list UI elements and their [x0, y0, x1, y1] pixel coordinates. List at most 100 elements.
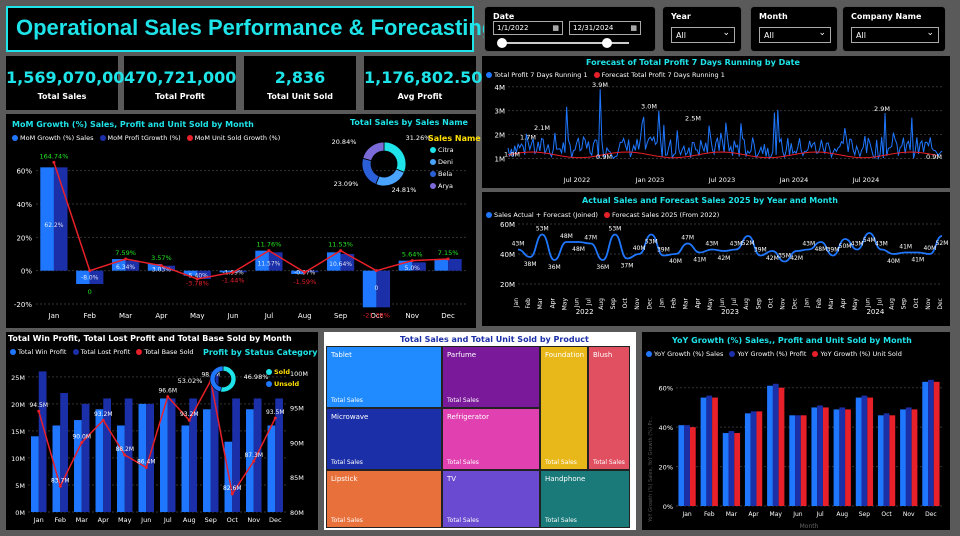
treemap-microwave[interactable]: Microwave Total Sales — [326, 408, 442, 470]
product-treemap-panel: Total Sales and Total Unit Sold by Produ… — [324, 332, 636, 530]
x-tick-label: Jul — [264, 312, 274, 320]
y2-tick-label: 90M — [290, 439, 304, 447]
treemap-parfume[interactable]: Parfume Total Sales — [442, 346, 540, 408]
treemap-handphone[interactable]: Handphone Total Sales — [540, 470, 630, 528]
data-label-secondary: -8.0% — [81, 275, 99, 282]
bar-win-profit — [203, 409, 211, 512]
value-label: 53M — [609, 226, 622, 233]
calendar-icon[interactable]: ▦ — [552, 24, 559, 32]
base-sold-line — [38, 378, 276, 496]
calendar-icon[interactable]: ▦ — [630, 24, 637, 32]
bar-lost-profit — [232, 398, 240, 512]
base-sold-point — [37, 409, 41, 413]
y-tick-label: 20M — [11, 401, 25, 409]
x-tick-label: Jul — [731, 298, 738, 307]
x-tick-label: Jul — [163, 516, 172, 524]
bar-lost-profit — [167, 398, 176, 512]
bar-yoy-2 — [689, 427, 696, 506]
unit-sold-point — [124, 257, 128, 261]
date-end-input[interactable]: 12/31/2024 ▦ — [569, 21, 641, 35]
bar-lost-profit — [38, 371, 47, 512]
value-label: 50M — [839, 243, 852, 250]
x-tick-label: Aug — [743, 298, 750, 310]
x-tick-label: Apr — [748, 511, 759, 518]
kpi-label: Avg Profit — [397, 92, 443, 101]
date-start-input[interactable]: 1/1/2022 ▦ — [493, 21, 563, 35]
value-label: 54M — [863, 237, 876, 244]
bar-win-profit — [52, 425, 61, 512]
x-tick-label: Sep — [859, 511, 871, 518]
date-range-end-handle[interactable] — [602, 38, 612, 48]
base-sold-point — [273, 416, 277, 420]
company-dropdown[interactable]: All ⌄ — [851, 27, 939, 43]
base-sold-point — [123, 453, 127, 457]
sales-name-donut-title: Total Sales by Sales Name — [350, 118, 468, 127]
value-label: 43M — [875, 241, 888, 248]
x-tick-label: Sep — [755, 298, 762, 310]
x-tick-label: Jul — [815, 511, 824, 518]
x-tick-label: Nov — [780, 298, 787, 310]
date-range-start-handle[interactable] — [497, 38, 507, 48]
year-slicer[interactable]: Year All ⌄ — [662, 6, 742, 52]
base-sold-point — [101, 418, 105, 422]
donut-slice-arya — [362, 141, 385, 162]
bar-yoy-1 — [883, 413, 890, 506]
bar-yoy-1 — [905, 407, 912, 506]
value-label: 47M — [584, 235, 597, 242]
year-label: 2022 — [576, 308, 594, 316]
y-tick-label: 20M — [500, 281, 515, 289]
value-label: 43M — [730, 241, 743, 248]
point-annotation: 0.9M — [596, 153, 612, 161]
month-slicer[interactable]: Month All ⌄ — [750, 6, 838, 52]
date-range-track[interactable] — [499, 42, 629, 44]
data-label: -3.78% — [186, 280, 209, 288]
x-tick-label: Jun — [864, 298, 871, 309]
bar-yoy-0 — [678, 425, 685, 506]
value-label: 53M — [536, 226, 549, 233]
x-tick-label: Sep — [901, 298, 908, 310]
kpi-label: Total Profit — [155, 92, 205, 101]
treemap-refrigerator[interactable]: Refrigerator Total Sales — [442, 408, 540, 470]
base-sold-label: 82.6M — [223, 485, 242, 492]
base-sold-label: 93.2M — [180, 411, 199, 418]
base-sold-label: 83.7M — [51, 477, 70, 484]
data-label: 11.53% — [328, 241, 353, 249]
bar-lost-profit — [189, 398, 197, 512]
value-label: 40M — [669, 258, 682, 265]
value-label: 39M — [657, 247, 670, 254]
x-tick-label: Apr — [840, 297, 847, 308]
unit-sold-point — [339, 249, 343, 253]
value-label: 42M — [790, 255, 803, 262]
treemap-lipstick[interactable]: Lipstick Total Sales — [326, 470, 442, 528]
month-dropdown[interactable]: All ⌄ — [759, 27, 831, 43]
value-label: 36M — [548, 264, 561, 271]
x-tick-label: Jul 2024 — [852, 176, 879, 184]
base-sold-label: 93.5M — [266, 409, 285, 416]
y2-tick-label: 95M — [290, 405, 304, 413]
bar-yoy-0 — [744, 413, 751, 506]
data-label-secondary: 0 — [375, 285, 379, 292]
x-tick-label: May — [852, 298, 859, 311]
bar-lost-profit — [124, 398, 133, 512]
bar-yoy-1 — [728, 431, 735, 506]
y-tick-label: 10M — [11, 455, 25, 463]
date-slicer-label: Date — [493, 12, 515, 21]
bar-win-profit — [117, 425, 125, 512]
year-dropdown[interactable]: All ⌄ — [671, 27, 735, 43]
treemap-foundation[interactable]: Foundation Total Sales — [540, 346, 588, 470]
unit-sold-point — [410, 259, 414, 263]
yoy-growth-panel: YoY Growth (%) Sales,, Profit and Unit S… — [642, 332, 950, 530]
date-slicer[interactable]: Date 1/1/2022 ▦ 12/31/2024 ▦ — [484, 6, 656, 52]
company-slicer[interactable]: Company Name All ⌄ — [842, 6, 946, 52]
treemap-tablet[interactable]: Tablet Total Sales — [326, 346, 442, 408]
mom-growth-chart: 60% 40% 20% 0% -20% Jan 164.74% 62.2% Feb 0 -8.0% M… — [14, 134, 466, 320]
bar-win-profit — [95, 409, 104, 512]
x-tick-label: Aug — [183, 516, 196, 524]
treemap-tv[interactable]: TV Total Sales — [442, 470, 540, 528]
y-tick-label: 3M — [495, 108, 506, 116]
treemap-blush[interactable]: Blush Total Sales — [588, 346, 630, 470]
data-label: -21.38% — [363, 311, 390, 319]
y-tick-label: 0% — [663, 503, 673, 511]
data-label: 7.59% — [115, 249, 136, 257]
x-axis-label: Month — [800, 523, 819, 530]
